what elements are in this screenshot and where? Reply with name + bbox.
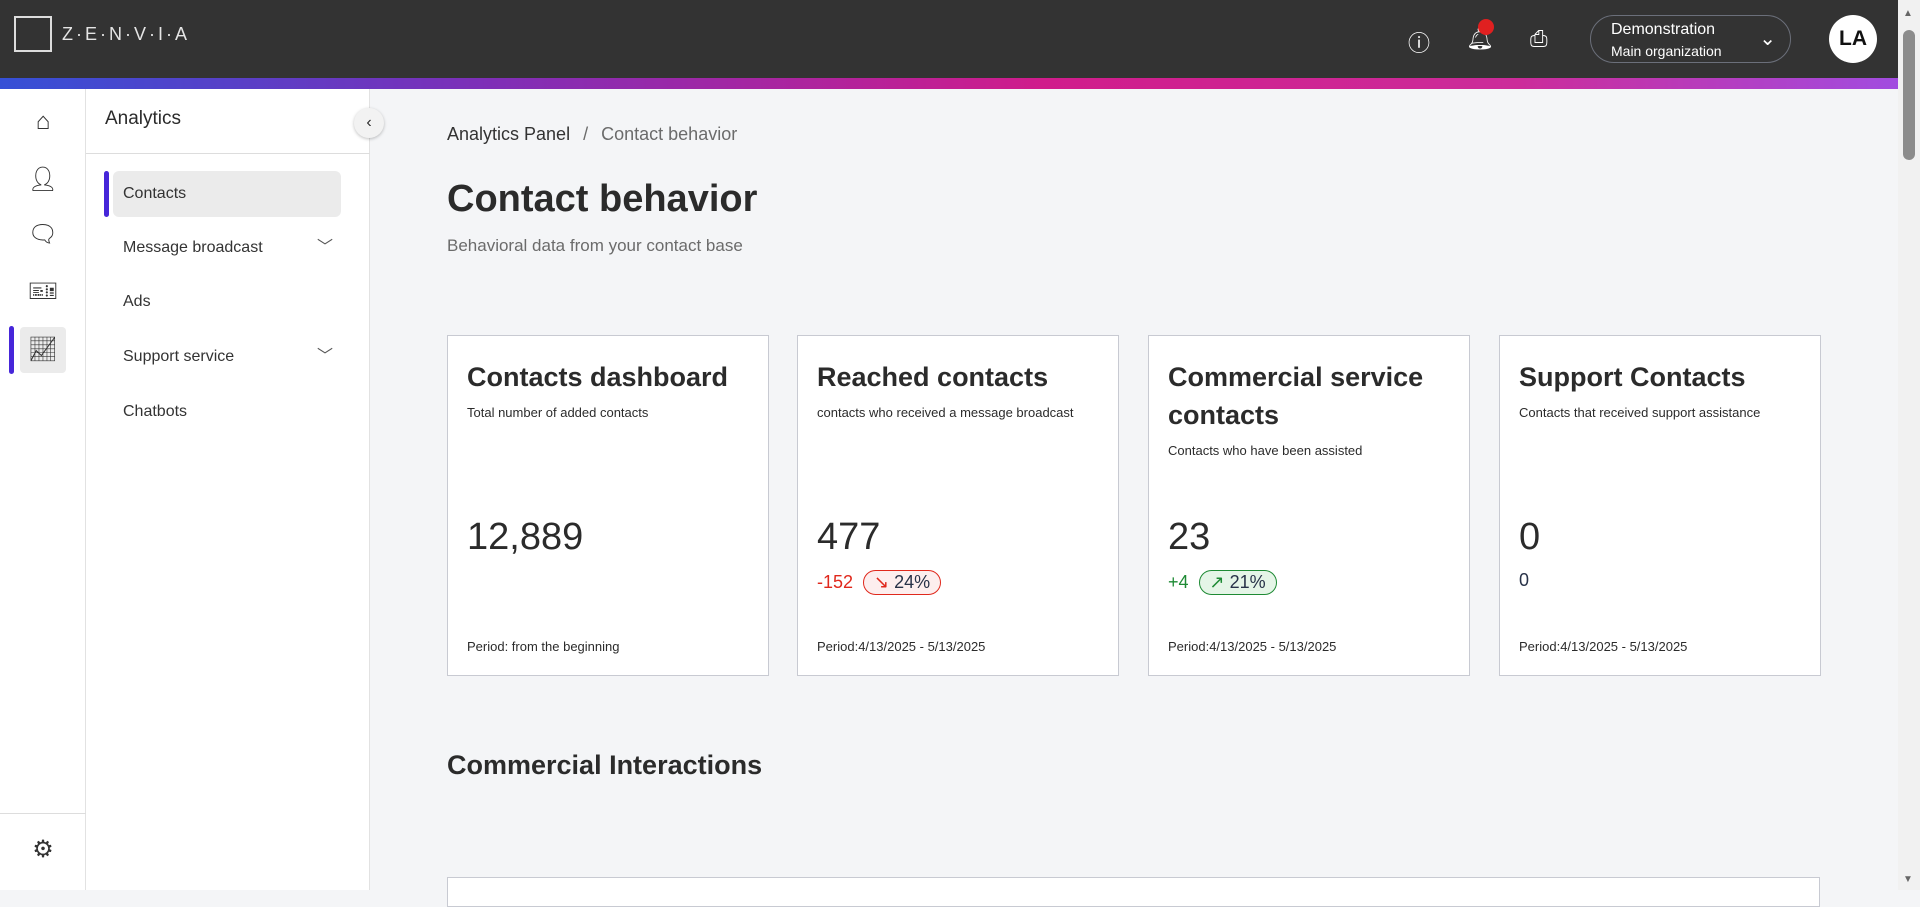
card-period: Period: from the beginning (467, 639, 620, 654)
scrollbar-thumb[interactable] (1903, 30, 1915, 160)
brand-gradient-bar (0, 78, 1898, 89)
sidebar-item-label: Message broadcast (123, 239, 263, 256)
section-title: Commercial Interactions (447, 750, 763, 780)
home-icon[interactable]: ⌂ (35, 108, 51, 135)
card-title: Reached contacts (817, 362, 1049, 392)
breadcrumb: Analytics Panel / Contact behavior (447, 124, 737, 145)
scroll-down-arrow-icon[interactable]: ▼ (1903, 874, 1913, 885)
sidebar-item-ads[interactable]: Ads (113, 279, 341, 325)
rail-active-indicator (9, 326, 14, 374)
sidebar-item-label: Contacts (123, 185, 187, 202)
card-delta: -152 (817, 572, 854, 592)
breadcrumb-root[interactable]: Analytics Panel (447, 124, 571, 144)
page-title: Contact behavior (447, 178, 758, 220)
trend-percent: 24% (894, 572, 931, 592)
breadcrumb-current: Contact behavior (601, 124, 738, 144)
org-sub: Main organization (1611, 43, 1722, 59)
sidebar-item-support-service[interactable]: Support service ﹀ (113, 334, 341, 380)
sidebar-item-contacts[interactable]: Contacts (113, 171, 341, 217)
printer-icon[interactable]: ⎙ (1530, 26, 1548, 51)
card-value: 0 (1519, 516, 1541, 558)
trend-percent: 21% (1229, 572, 1266, 592)
card-description: Contacts that received support assistanc… (1519, 405, 1761, 420)
card-value: 477 (817, 516, 881, 558)
notification-dot (1478, 19, 1494, 35)
icon-rail: ⌂ 👤︎ 🗨︎ 🎫︎ 📈︎ ⚙ (0, 89, 86, 890)
card-description: contacts who received a message broadcas… (817, 405, 1074, 420)
arrow-down-right-icon: ↘ (874, 572, 890, 592)
top-bar (0, 0, 1898, 78)
card-value: 12,889 (467, 516, 584, 558)
card-description: Total number of added contacts (467, 405, 649, 420)
help-icon[interactable]: ⓘ (1408, 31, 1431, 56)
collapse-sidebar-button[interactable]: ‹ (354, 108, 384, 138)
brand-name: Z·E·N·V·I·A (62, 24, 190, 44)
sidebar-item-message-broadcast[interactable]: Message broadcast ﹀ (113, 225, 341, 271)
card-description: Contacts who have been assisted (1168, 443, 1363, 458)
card-title: Support Contacts (1519, 362, 1746, 392)
zenvia-logo[interactable] (14, 16, 52, 52)
card-period: Period:4/13/2025 - 5/13/2025 (1519, 639, 1688, 654)
card-period: Period:4/13/2025 - 5/13/2025 (1168, 639, 1337, 654)
chevron-down-icon: ﹀ (316, 348, 333, 365)
card-title: Commercial service contacts (1168, 362, 1424, 430)
gear-icon[interactable]: ⚙ (32, 836, 54, 863)
scrollbar[interactable] (1898, 0, 1920, 890)
sidebar-item-label: Ads (123, 293, 151, 310)
organization-selector[interactable]: Demonstration Main organization ⌄ (1590, 15, 1791, 63)
card-delta: +4 (1168, 572, 1189, 592)
card-period: Period:4/13/2025 - 5/13/2025 (817, 639, 986, 654)
card-value: 23 (1168, 516, 1211, 558)
avatar[interactable]: LA (1829, 15, 1877, 63)
rail-divider (0, 813, 86, 814)
scroll-up-arrow-icon[interactable]: ▲ (1903, 8, 1913, 19)
chart-icon[interactable]: 📈︎ (20, 327, 66, 373)
user-icon[interactable]: 👤︎ (27, 166, 59, 193)
ticket-icon[interactable]: 🎫︎ (27, 278, 59, 305)
sidebar: Analytics Contacts Message broadcast ﹀ Ad… (86, 89, 370, 890)
chat-icon[interactable]: 🗨︎ (27, 221, 59, 248)
sidebar-item-label: Chatbots (123, 403, 188, 420)
org-name: Demonstration (1611, 21, 1716, 38)
trend-badge: ↗ 21% (1198, 570, 1277, 595)
arrow-up-right-icon: ↗ (1209, 572, 1225, 592)
commercial-service-contacts-card: Commercial service contacts Contacts who… (1148, 335, 1470, 676)
reached-contacts-card: Reached contacts contacts who received a… (797, 335, 1119, 676)
breadcrumb-separator: / (583, 124, 589, 144)
page-subtitle: Behavioral data from your contact base (447, 236, 743, 255)
sidebar-item-chatbots[interactable]: Chatbots (113, 389, 341, 435)
contacts-dashboard-card: Contacts dashboard Total number of added… (447, 335, 769, 676)
chevron-down-icon: ⌄ (1759, 28, 1776, 50)
sidebar-title: Analytics (105, 108, 182, 129)
trend-badge: ↘ 24% (863, 570, 942, 595)
sidebar-item-label: Support service (123, 348, 235, 365)
chevron-down-icon: ﹀ (316, 239, 333, 256)
card-title: Contacts dashboard (467, 362, 729, 392)
support-contacts-card: Support Contacts Contacts that received … (1499, 335, 1821, 676)
card-delta: 0 (1519, 570, 1530, 590)
sidebar-active-indicator (104, 171, 109, 217)
sidebar-divider (86, 153, 370, 154)
commercial-interactions-card (447, 877, 1820, 907)
